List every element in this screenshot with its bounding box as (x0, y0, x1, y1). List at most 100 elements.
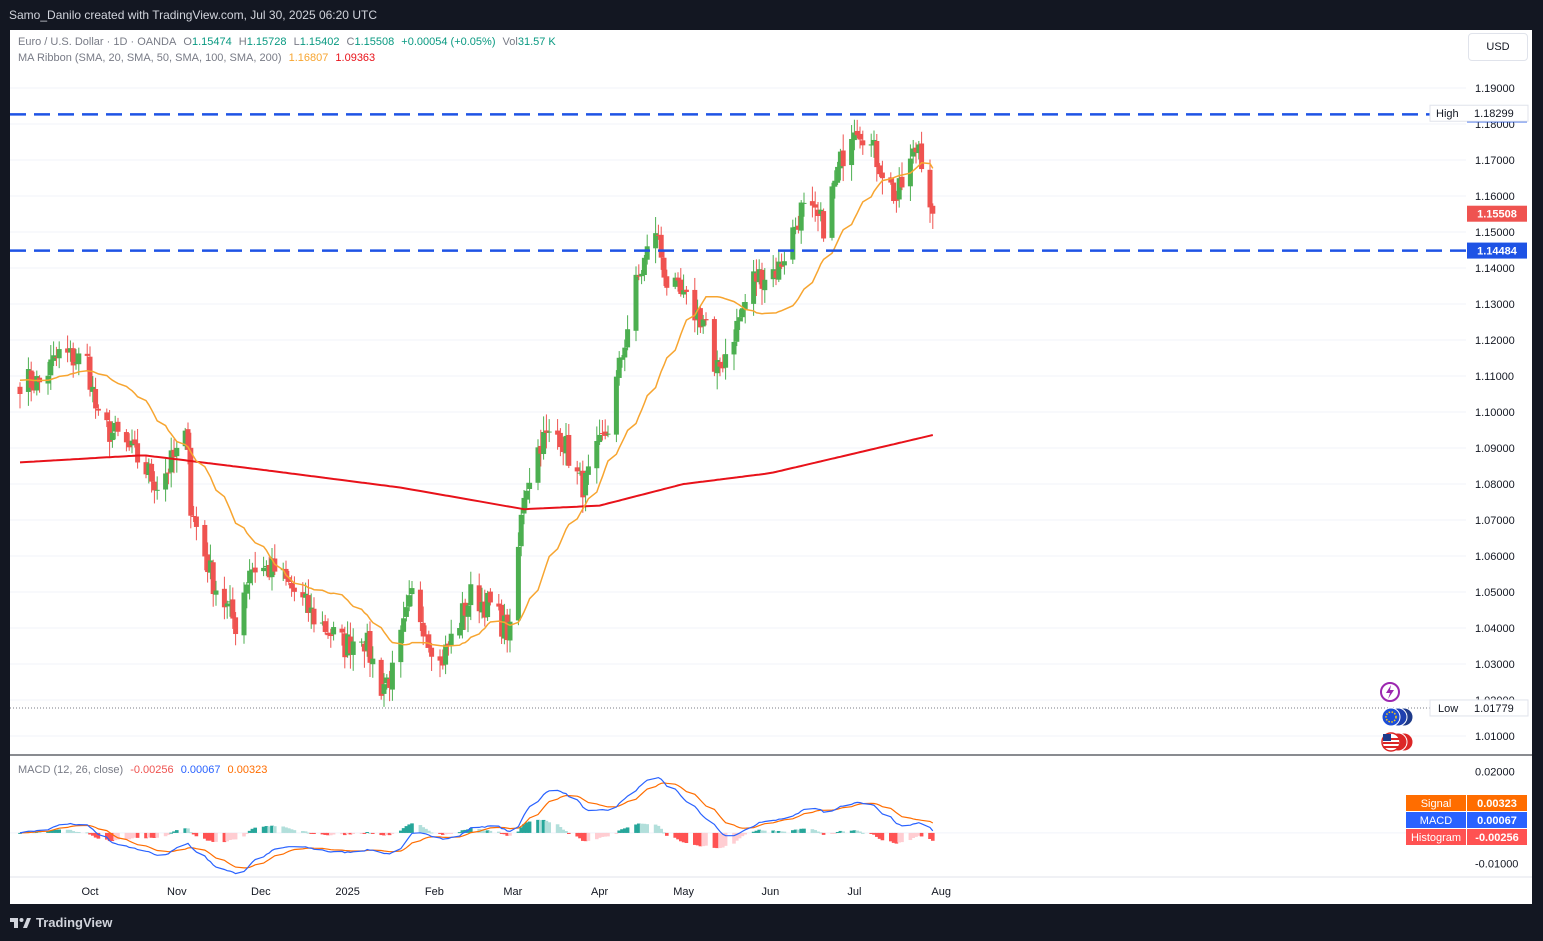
candle-body (90, 386, 96, 392)
histogram-bar (782, 831, 787, 833)
histogram-bar (460, 830, 465, 833)
candle-body (319, 622, 325, 624)
candle-body (644, 246, 650, 260)
histogram-bar (754, 830, 759, 833)
chart-panel[interactable]: 1.19000 1.18000 1.17000 1.16000 1.15000 1.140… (10, 30, 1532, 904)
histogram-bar (214, 832, 218, 842)
candle-body (437, 656, 443, 661)
candle-body (398, 629, 404, 663)
candle-body (291, 587, 297, 592)
histogram-bar (830, 832, 834, 834)
histogram-bar (763, 830, 767, 833)
candle-body (448, 633, 454, 646)
candle-body (753, 273, 759, 282)
histogram-bar (267, 826, 271, 833)
globe-icon[interactable] (1379, 706, 1414, 728)
candle-body (927, 169, 933, 208)
currency-button[interactable]: USD (1468, 33, 1528, 61)
candle-body (457, 628, 463, 636)
candle-body (759, 269, 765, 289)
candle-body (555, 430, 561, 435)
histogram-bar (37, 831, 42, 833)
candle-body (129, 440, 135, 446)
histogram-bar (889, 832, 893, 842)
candle-body (185, 429, 191, 450)
y-tick-label: 1.16000 (1475, 191, 1515, 203)
macd-legend: MACD (12, 26, close) -0.00256 0.00067 0.… (18, 764, 271, 776)
low-label-box (1429, 699, 1529, 717)
candle-body (364, 632, 370, 651)
histogram-bar (625, 827, 630, 833)
candle-body (731, 341, 737, 355)
histogram-bar (704, 832, 708, 846)
candle-body (756, 269, 762, 283)
histogram-bar (46, 831, 50, 833)
candle-body (191, 515, 197, 517)
chart-canvas[interactable]: 1.190001.180001.170001.160001.150001.140… (10, 30, 1532, 904)
histogram-bar (359, 832, 364, 834)
candle-body (389, 662, 395, 690)
histogram-bar (567, 832, 571, 834)
histogram-bar (77, 832, 81, 834)
histogram-bar (424, 828, 428, 833)
candle-body (585, 466, 591, 475)
candle-body (776, 261, 782, 280)
candle-body (67, 348, 73, 353)
histogram-bar (564, 831, 568, 833)
candle-body (681, 290, 687, 295)
candle-body (367, 631, 373, 663)
candle-body (574, 467, 580, 472)
y-tick-label: 1.08000 (1475, 479, 1515, 491)
candle-body (266, 565, 272, 578)
histogram-bar (166, 832, 171, 835)
candle-body (779, 263, 785, 267)
symbol-name[interactable]: Euro / U.S. Dollar · 1D · OANDA (18, 36, 177, 48)
candle-body (165, 472, 171, 474)
macd-title[interactable]: MACD (12, 26, close) (18, 764, 124, 776)
candle-body (913, 147, 919, 153)
histogram-bar (228, 832, 232, 841)
candle-body (916, 144, 922, 154)
candle-body (560, 445, 566, 453)
histogram-bar (802, 828, 806, 833)
histogram-bar (130, 832, 134, 839)
histogram-bar (525, 822, 529, 833)
candle-body (781, 261, 787, 266)
histogram-bar (653, 824, 658, 833)
us-flag-icon[interactable] (1379, 731, 1414, 753)
symbol-legend: Euro / U.S. Dollar · 1D · OANDA O1.15474… (18, 36, 560, 48)
ma-ribbon-title[interactable]: MA Ribbon (SMA, 20, SMA, 50, SMA, 100, S… (18, 52, 282, 64)
histogram-bar (390, 832, 395, 834)
histogram-bar (799, 828, 803, 833)
candle-body (501, 615, 507, 639)
histogram-bar (18, 832, 22, 834)
lightning-icon[interactable] (1379, 681, 1409, 703)
histogram-bar (816, 831, 820, 833)
ma-50-line (19, 162, 934, 648)
candle-body (174, 447, 180, 457)
histogram-bar (385, 832, 389, 836)
candle-body (17, 386, 23, 394)
histogram-bar (698, 832, 703, 847)
candle-body (322, 621, 328, 632)
histogram-bar (247, 830, 252, 833)
tradingview-logo[interactable]: TradingView (10, 915, 112, 930)
histogram-bar (877, 832, 882, 839)
histogram-bar (387, 832, 392, 836)
candle-body (123, 432, 129, 443)
y-tick-label: 1.12000 (1475, 335, 1515, 347)
histogram-bar (891, 832, 896, 843)
histogram-bar (732, 832, 736, 844)
histogram-bar (96, 832, 101, 839)
candle-body (737, 317, 743, 322)
candle-body (76, 353, 82, 365)
candle-body (403, 607, 409, 617)
histogram-bar (340, 832, 344, 835)
histogram-bar (715, 832, 719, 849)
candle-body (406, 595, 412, 607)
candle-body (700, 319, 706, 327)
histogram-bar (186, 828, 190, 833)
last-price-label: 1.15508 (1477, 209, 1517, 221)
histogram-bar (242, 832, 246, 837)
x-tick-label: Apr (591, 886, 608, 898)
